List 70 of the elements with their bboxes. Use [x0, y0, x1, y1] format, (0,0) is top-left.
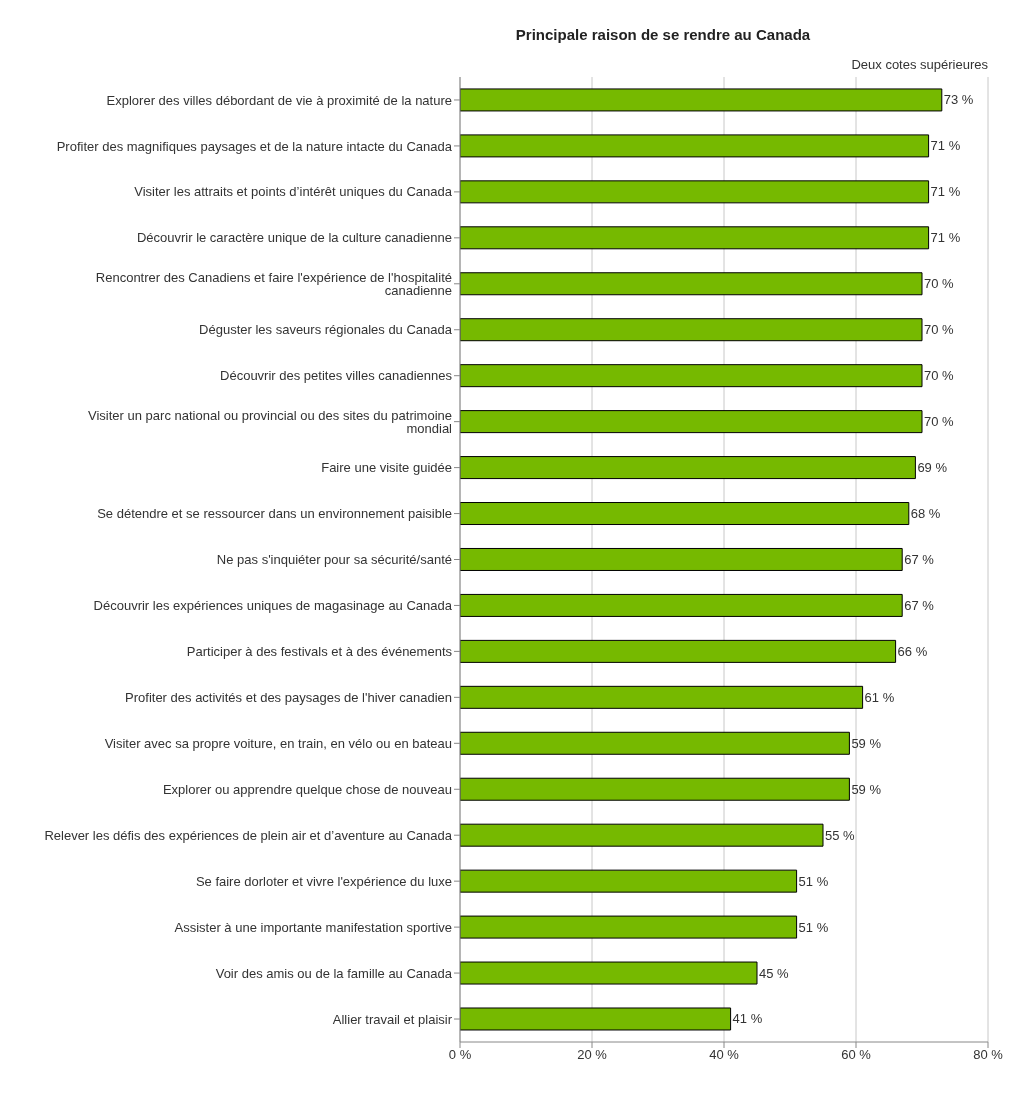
data-label: 70 %	[924, 322, 955, 338]
bar	[460, 88, 943, 112]
bar	[460, 456, 916, 480]
text: Deux cotes supérieures	[850, 57, 989, 72]
bar	[460, 134, 930, 158]
y-tick-label: Déguster les saveurs régionales du Canada	[199, 322, 453, 338]
bar	[460, 226, 930, 250]
chart-title: Principale raison de se rendre au Canada	[514, 25, 812, 43]
bar	[460, 1007, 732, 1031]
y-tick-label: Se faire dorloter et vivre l'expérience du luxe	[195, 873, 452, 889]
data-label: 41 %	[732, 1011, 763, 1027]
y-tick-label: Découvrir le caractère unique de la culture canadienne	[136, 230, 452, 246]
y-tick-label: Se détendre et se ressourcer dans un environnement paisible	[97, 506, 452, 522]
bar	[460, 180, 930, 204]
data-label: 61 %	[864, 689, 895, 705]
bar	[460, 547, 903, 571]
y-tick-label: Participer à des festivals et à des événements	[186, 644, 453, 660]
data-label: 67 %	[904, 551, 935, 567]
data-label: 59 %	[851, 781, 882, 797]
x-tick-label: 0 %	[448, 1047, 472, 1063]
y-tick-label: Explorer ou apprendre quelque chose de nouveau	[162, 781, 452, 797]
y-tick-label: Profiter des magnifiques paysages et de la nature intacte du Canada	[56, 138, 453, 154]
data-label: 71 %	[930, 230, 961, 246]
data-label: 66 %	[897, 643, 928, 659]
y-tick-label: Explorer des villes débordant de vie à proximité de la nature	[106, 92, 452, 108]
y-tick-label: Découvrir les expériences uniques de magasinage au Canada	[93, 598, 453, 614]
y-tick-label: Visiter avec sa propre voiture, en train, en vélo ou en bateau	[104, 735, 452, 751]
y-tick-label: Ne pas s'inquiéter pour sa sécurité/santé	[216, 552, 452, 568]
data-label: 71 %	[930, 138, 961, 154]
bar	[460, 364, 923, 388]
y-tick-label: Allier travail et plaisir	[332, 1011, 453, 1027]
data-label: 73 %	[943, 92, 974, 108]
x-tick-label: 20 %	[577, 1047, 608, 1063]
data-label: 67 %	[904, 597, 935, 613]
y-tick-label: Voir des amis ou de la famille au Canada	[215, 965, 453, 981]
data-label: 69 %	[917, 460, 948, 476]
y-tick-label: Profiter des activités et des paysages de l'hiver canadien	[125, 689, 452, 705]
data-label: 51 %	[798, 873, 829, 889]
bar	[460, 639, 897, 663]
data-label: 55 %	[825, 827, 856, 843]
y-tick-label: Faire une visite guidée	[321, 460, 452, 476]
data-label: 70 %	[924, 368, 955, 384]
y-tick-label: Visiter les attraits et points d’intérêt uniques du Canada	[134, 184, 453, 200]
y-tick-label: Découvrir des petites villes canadiennes	[220, 368, 453, 384]
bar	[460, 915, 798, 939]
bar	[460, 318, 923, 342]
bar	[460, 823, 824, 847]
bar	[460, 502, 910, 526]
y-tick-label: Visiter un parc national ou provincial ou des sites du patrimoine mondial	[88, 407, 453, 436]
bar	[460, 777, 850, 801]
data-label: 45 %	[759, 965, 790, 981]
bar	[460, 685, 864, 709]
data-label: 70 %	[924, 276, 955, 292]
bar	[460, 410, 923, 434]
x-tick-label: 80 %	[973, 1047, 1004, 1063]
bar	[460, 731, 850, 755]
data-label: 59 %	[851, 735, 882, 751]
bar	[460, 593, 903, 617]
y-tick-label: Relever les défis des expériences de plein air et d’aventure au Canada	[44, 827, 453, 843]
bar	[460, 869, 798, 893]
data-label: 71 %	[930, 184, 961, 200]
y-tick-label: Rencontrer des Canadiens et faire l'expérience de l'hospitalité canadienne	[95, 269, 452, 298]
x-tick-label: 60 %	[841, 1047, 872, 1063]
data-label: 68 %	[910, 506, 941, 522]
bar	[460, 961, 758, 985]
x-tick-label: 40 %	[709, 1047, 740, 1063]
data-label: 70 %	[924, 414, 955, 430]
y-tick-label: Assister à une importante manifestation sportive	[174, 919, 452, 935]
bar	[460, 272, 923, 296]
data-label: 51 %	[798, 919, 829, 935]
